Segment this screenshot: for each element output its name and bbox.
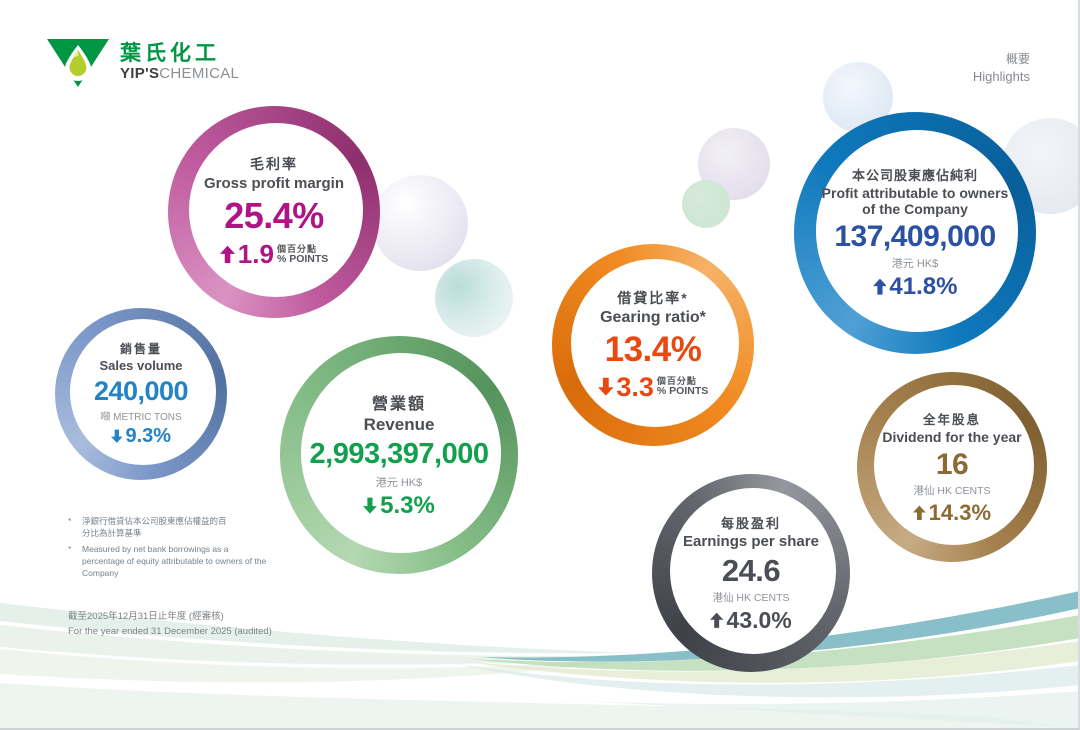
page-title: 概要 Highlights xyxy=(973,50,1030,84)
stat-title-en: Sales volume xyxy=(99,358,183,373)
stat-title-zh: 營業額 xyxy=(371,396,426,413)
yips-droplet-logo-icon xyxy=(47,39,109,87)
stat-title-en: Revenue xyxy=(363,415,435,434)
change-arrow-icon xyxy=(597,377,614,396)
stat-change-value: 1.9 xyxy=(237,239,274,269)
stat-value: 16 xyxy=(935,447,969,481)
page-title-zh: 概要 xyxy=(1005,52,1030,66)
footnote-text: 淨銀行借貸佔本公司股東應佔權益的百分比為計算基準 xyxy=(82,516,227,538)
stat-unit: 港元 HK$ xyxy=(375,477,423,489)
footnotes: * 淨銀行借貸佔本公司股東應佔權益的百分比為計算基準 * Measured by… xyxy=(68,516,270,583)
footnote-zh: * 淨銀行借貸佔本公司股東應佔權益的百分比為計算基準 xyxy=(68,516,270,540)
stat-change: 3.3 個百分點% POINTS xyxy=(597,371,709,403)
reporting-period: 截至2025年12月31日止年度 (經審核) For the year ende… xyxy=(68,610,272,639)
change-arrow-icon xyxy=(872,278,887,295)
stat-change: 1.9 個百分點% POINTS xyxy=(219,239,329,270)
stat-title-zh: 全年股息 xyxy=(922,412,981,427)
stat-value: 240,000 xyxy=(93,376,189,406)
decorative-bubble xyxy=(435,259,513,337)
stat-change-unit-zh: 個百分點 xyxy=(656,376,697,387)
stat-change-value: 43.0% xyxy=(726,606,792,633)
stat-ring xyxy=(552,244,754,446)
footnote-en: * Measured by net bank borrowings as a p… xyxy=(68,544,270,580)
logo-english-name: YIP'SCHEMICAL xyxy=(120,65,240,83)
stat-change-value: 3.3 xyxy=(616,371,654,402)
decorative-bubble xyxy=(372,175,468,271)
stat-title-zh: 毛利率 xyxy=(250,156,298,172)
stat-ring xyxy=(857,372,1047,562)
stat-change-value: 14.3% xyxy=(928,499,992,525)
stat-change: 9.3% xyxy=(110,425,172,448)
stat-value: 2,993,397,000 xyxy=(309,438,489,470)
change-arrow-icon xyxy=(363,497,378,514)
stat-unit: 港元 HK$ xyxy=(891,258,939,270)
stat-revenue: 營業額 Revenue 2,993,397,000 港元 HK$ 5.3% xyxy=(280,336,518,574)
stat-change-unit-zh: 個百分點 xyxy=(276,243,317,254)
stat-value: 13.4% xyxy=(604,329,702,369)
stat-profit-attributable: 本公司股東應佔純利 Profit attributable to owners … xyxy=(794,112,1036,354)
stat-change-unit-en: % POINTS xyxy=(276,252,329,265)
stat-value: 25.4% xyxy=(224,195,324,236)
stat-earnings-per-share: 每股盈利 Earnings per share 24.6 港仙 HK CENTS… xyxy=(652,474,850,672)
stat-title-en: Earnings per share xyxy=(683,532,819,550)
stat-title-zh: 借貸比率* xyxy=(617,289,689,306)
stat-change: 43.0% xyxy=(710,607,792,634)
stat-title-zh: 本公司股東應佔純利 xyxy=(851,168,978,183)
footnote-text: Measured by net bank borrowings as a per… xyxy=(82,543,267,578)
stat-change-value: 41.8% xyxy=(889,273,958,300)
stat-ring xyxy=(652,474,850,672)
page-title-en: Highlights xyxy=(972,69,1030,84)
bottom-wave-decoration xyxy=(0,591,1078,728)
stat-dividend-for-the-year: 全年股息 Dividend for the year 16 港仙 HK CENT… xyxy=(857,372,1047,562)
stat-sales-volume: 銷售量 Sales volume 240,000 噸 METRIC TONS 9… xyxy=(55,308,227,480)
stat-change-value: 5.3% xyxy=(380,492,435,519)
stat-title-en: Profit attributable to owners of the Com… xyxy=(821,185,1009,217)
stat-title-en: Gross profit margin xyxy=(203,175,345,192)
stat-ring xyxy=(280,336,518,574)
stat-title-zh: 銷售量 xyxy=(119,342,162,356)
stat-title-en: Dividend for the year xyxy=(882,428,1022,445)
stat-unit: 港仙 HK CENTS xyxy=(913,484,991,497)
change-arrow-icon xyxy=(219,245,235,264)
stat-change-unit-en: % POINTS xyxy=(656,385,709,398)
stat-change: 14.3% xyxy=(912,499,992,526)
stat-change: 41.8% xyxy=(872,273,958,301)
stat-ring xyxy=(794,112,1036,354)
stat-title-zh: 每股盈利 xyxy=(720,515,781,531)
reporting-period-en: For the year ended 31 December 2025 (aud… xyxy=(68,625,272,637)
footnote-marker: * xyxy=(68,516,72,526)
stat-unit: 噸 METRIC TONS xyxy=(100,412,182,423)
stat-value: 24.6 xyxy=(721,552,781,588)
stat-gearing-ratio: 借貸比率* Gearing ratio* 13.4% 3.3 個百分點% POI… xyxy=(552,244,754,446)
decorative-bubble xyxy=(682,180,730,228)
stat-gross-profit-margin: 毛利率 Gross profit margin 25.4% 1.9 個百分點% … xyxy=(168,106,380,318)
stat-unit: 港仙 HK CENTS xyxy=(712,591,790,604)
stat-ring xyxy=(55,308,227,480)
logo-chinese-name: 葉氏化工 xyxy=(120,42,220,65)
change-arrow-icon xyxy=(912,505,926,521)
change-arrow-icon xyxy=(710,612,724,629)
change-arrow-icon xyxy=(110,429,123,444)
stat-value: 137,409,000 xyxy=(834,220,996,253)
reporting-period-zh: 截至2025年12月31日止年度 (經審核) xyxy=(68,611,224,622)
footnote-marker: * xyxy=(68,543,72,554)
stat-change: 5.3% xyxy=(363,492,435,520)
stat-change-value: 9.3% xyxy=(125,425,172,447)
stat-ring xyxy=(168,106,380,318)
stat-title-en: Gearing ratio* xyxy=(600,308,706,326)
company-logo: 葉氏化工 YIP'SCHEMICAL xyxy=(46,38,239,88)
